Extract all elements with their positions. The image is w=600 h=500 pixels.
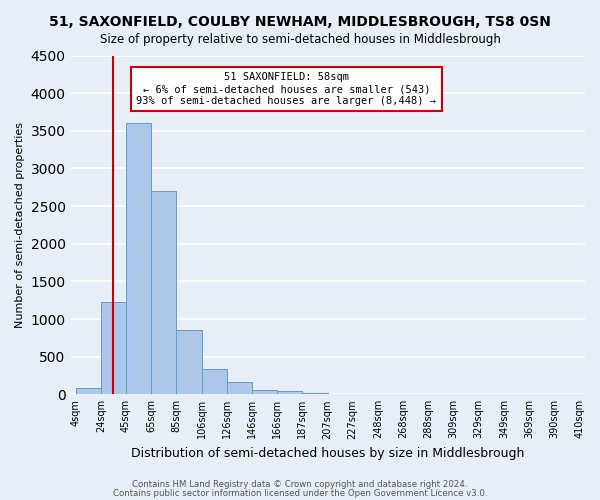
Text: Size of property relative to semi-detached houses in Middlesbrough: Size of property relative to semi-detach… [100, 32, 500, 46]
Bar [126, 124, 151, 394]
Bar [252, 390, 277, 394]
Bar [277, 392, 302, 394]
Bar [101, 302, 126, 394]
Text: Contains public sector information licensed under the Open Government Licence v3: Contains public sector information licen… [113, 488, 487, 498]
Bar [76, 388, 101, 394]
Bar [151, 191, 176, 394]
Bar [202, 370, 227, 394]
Bar [227, 382, 252, 394]
X-axis label: Distribution of semi-detached houses by size in Middlesbrough: Distribution of semi-detached houses by … [131, 447, 524, 460]
Text: 51, SAXONFIELD, COULBY NEWHAM, MIDDLESBROUGH, TS8 0SN: 51, SAXONFIELD, COULBY NEWHAM, MIDDLESBR… [49, 15, 551, 29]
Bar [302, 393, 328, 394]
Text: 51 SAXONFIELD: 58sqm
← 6% of semi-detached houses are smaller (543)
93% of semi-: 51 SAXONFIELD: 58sqm ← 6% of semi-detach… [136, 72, 436, 106]
Bar [176, 330, 202, 394]
Y-axis label: Number of semi-detached properties: Number of semi-detached properties [15, 122, 25, 328]
Text: Contains HM Land Registry data © Crown copyright and database right 2024.: Contains HM Land Registry data © Crown c… [132, 480, 468, 489]
